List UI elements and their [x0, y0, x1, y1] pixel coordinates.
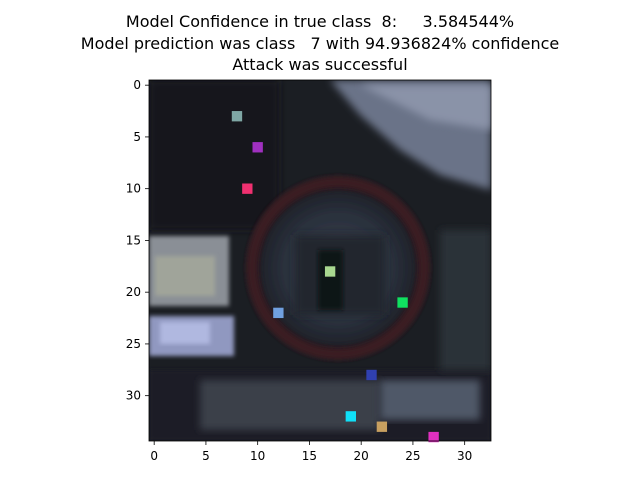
y-tick-label: 5 [133, 130, 141, 144]
perturbed-pixel [242, 183, 253, 194]
y-axis: 0 5 10 15 20 25 30 [126, 78, 149, 403]
x-axis: 0 5 10 15 20 25 30 [150, 441, 472, 463]
perturbed-pixel [345, 411, 356, 422]
title-line-confidence: Model Confidence in true class 8: 3.5845… [125, 12, 515, 31]
perturbed-pixel [231, 111, 243, 122]
x-tick-label: 25 [405, 449, 420, 463]
perturbed-pixel [273, 307, 284, 319]
perturbed-pixel [376, 421, 388, 432]
y-tick-label: 20 [126, 285, 141, 299]
perturbed-pixel [252, 142, 263, 153]
y-tick-label: 0 [133, 78, 141, 92]
y-tick-label: 25 [126, 337, 141, 351]
title-line-result: Attack was successful [232, 55, 408, 74]
x-tick-label: 20 [354, 449, 369, 463]
x-tick-label: 30 [457, 449, 472, 463]
perturbed-pixel [397, 297, 408, 308]
x-tick-label: 5 [202, 449, 210, 463]
x-tick-label: 10 [250, 449, 265, 463]
title-line-prediction: Model prediction was class 7 with 94.936… [80, 34, 560, 53]
x-tick-label: 15 [302, 449, 317, 463]
perturbed-pixel [428, 431, 439, 443]
plot-frame [148, 79, 492, 442]
y-tick-label: 15 [126, 233, 141, 247]
y-tick-label: 30 [126, 389, 141, 403]
x-tick-label: 0 [150, 449, 158, 463]
perturbed-pixel [366, 369, 377, 381]
photo [149, 80, 491, 441]
y-tick-label: 10 [126, 182, 141, 196]
perturbed-pixel [324, 266, 336, 277]
perturbed-pixels [231, 111, 439, 443]
